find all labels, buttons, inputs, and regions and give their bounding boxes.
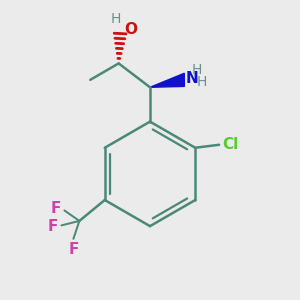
Text: H: H [110, 12, 121, 26]
Text: H: H [197, 75, 207, 89]
Polygon shape [150, 73, 184, 87]
Text: O: O [124, 22, 138, 37]
Text: H: H [191, 63, 202, 77]
Text: F: F [48, 219, 58, 234]
Text: N: N [185, 71, 198, 86]
Text: Cl: Cl [223, 137, 239, 152]
Text: F: F [68, 242, 79, 257]
Text: F: F [51, 202, 62, 217]
